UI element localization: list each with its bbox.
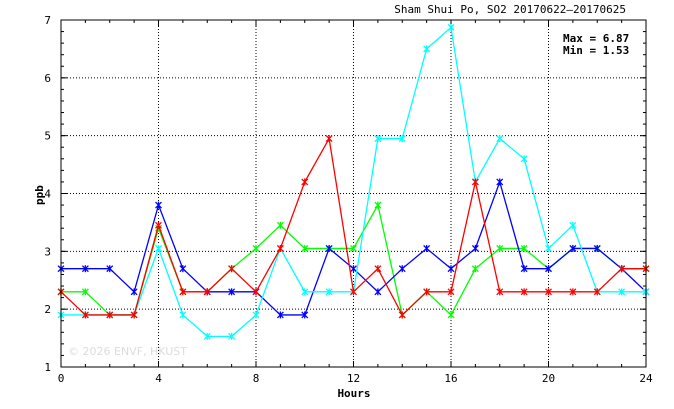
data-point <box>471 265 479 273</box>
data-point <box>301 178 309 186</box>
data-point <box>423 45 431 53</box>
y-axis-label: ppb <box>33 185 46 205</box>
data-point <box>325 244 333 252</box>
data-point <box>81 265 89 273</box>
data-point <box>520 288 528 296</box>
data-point <box>252 288 260 296</box>
y-tick-label: 4 <box>44 188 51 201</box>
x-axis-label: Hours <box>337 387 370 400</box>
data-point <box>618 288 626 296</box>
grid <box>61 20 646 367</box>
data-point <box>374 288 382 296</box>
y-tick-label: 6 <box>44 72 51 85</box>
max-stat: Max = 6.87 <box>563 32 629 45</box>
data-point <box>252 244 260 252</box>
data-point <box>276 221 284 229</box>
data-point <box>423 244 431 252</box>
data-point <box>471 244 479 252</box>
x-tick-label: 24 <box>639 372 653 385</box>
x-tick-label: 12 <box>347 372 360 385</box>
data-point <box>374 201 382 209</box>
data-point <box>155 221 162 229</box>
series <box>57 24 650 340</box>
data-point <box>593 288 601 296</box>
data-point <box>374 135 382 143</box>
data-point <box>569 244 577 252</box>
data-point <box>301 311 309 319</box>
data-point <box>301 244 309 252</box>
y-tick-label: 7 <box>44 14 51 27</box>
x-tick-label: 8 <box>253 372 260 385</box>
data-point <box>471 178 479 186</box>
data-point <box>569 221 577 229</box>
series-4 <box>57 135 650 319</box>
data-point <box>447 24 455 32</box>
y-tick-label: 5 <box>44 130 51 143</box>
data-point <box>447 311 455 319</box>
data-point <box>520 244 528 252</box>
data-point <box>106 311 114 319</box>
data-point <box>398 265 406 273</box>
data-point <box>545 288 552 296</box>
data-point <box>374 265 382 273</box>
data-point <box>398 311 406 319</box>
data-point <box>569 288 577 296</box>
data-point <box>520 265 528 273</box>
data-point <box>447 288 455 296</box>
y-tick-label: 1 <box>44 361 51 374</box>
data-point <box>423 288 431 296</box>
chart-title: Sham Shui Po, SO2 20170622–20170625 <box>394 3 626 16</box>
data-point <box>130 288 138 296</box>
data-point <box>496 178 504 186</box>
data-point <box>179 288 187 296</box>
data-point <box>496 288 504 296</box>
data-point <box>228 265 236 273</box>
watermark: © 2026 ENVF, HKUST <box>68 345 187 358</box>
data-point <box>276 311 284 319</box>
data-point <box>276 244 284 252</box>
y-tick-label: 3 <box>44 245 51 258</box>
data-point <box>496 244 504 252</box>
data-point <box>179 311 187 319</box>
data-point <box>350 265 357 273</box>
data-point <box>252 311 260 319</box>
data-point <box>325 135 333 143</box>
y-tick-label: 2 <box>44 303 51 316</box>
data-point <box>203 288 211 296</box>
data-point <box>228 332 236 340</box>
data-point <box>203 332 211 340</box>
data-point <box>398 135 406 143</box>
data-point <box>593 244 601 252</box>
data-point <box>155 201 162 209</box>
data-point <box>545 265 552 273</box>
x-tick-label: 0 <box>58 372 65 385</box>
data-point <box>301 288 309 296</box>
data-point <box>496 135 504 143</box>
data-point <box>155 244 162 252</box>
data-point <box>350 288 357 296</box>
data-point <box>325 288 333 296</box>
data-point <box>130 311 138 319</box>
data-point <box>81 311 89 319</box>
x-tick-label: 20 <box>542 372 555 385</box>
min-stat: Min = 1.53 <box>563 44 629 57</box>
data-point <box>447 265 455 273</box>
data-point <box>545 244 552 252</box>
data-point <box>179 265 187 273</box>
x-tick-label: 16 <box>444 372 457 385</box>
data-point <box>618 265 626 273</box>
data-point <box>350 244 357 252</box>
data-point <box>81 288 89 296</box>
data-point <box>228 288 236 296</box>
data-point <box>520 155 528 163</box>
data-point <box>106 265 114 273</box>
plot-frame <box>60 19 647 368</box>
x-tick-label: 4 <box>155 372 162 385</box>
